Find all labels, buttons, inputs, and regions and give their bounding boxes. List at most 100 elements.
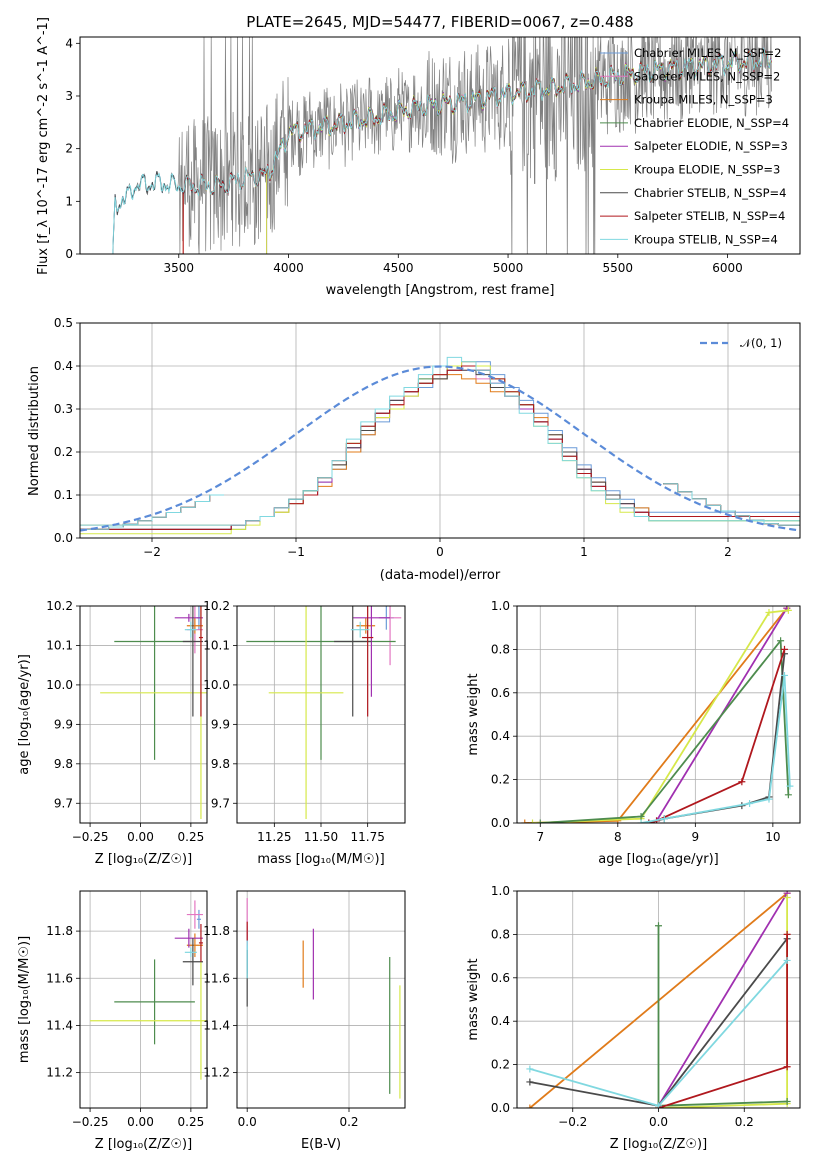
x-tick-label: 11.25	[257, 830, 291, 844]
histogram-tail	[80, 494, 224, 530]
y-axis-label: mass [log₁₀(M/M☉)]	[17, 936, 32, 1063]
y-tick-label: 0.4	[54, 359, 73, 373]
x-tick-label: 4500	[383, 261, 414, 275]
y-tick-label: 0.3	[54, 402, 73, 416]
weight-marker	[521, 819, 529, 823]
weight-marker	[784, 791, 792, 799]
weight-marker	[783, 956, 791, 964]
histogram-tail	[663, 483, 800, 526]
y-tick-label: 9.7	[211, 796, 230, 810]
y-tick-label: 11.6	[46, 971, 73, 985]
axes-frame-4	[516, 605, 801, 824]
weight-marker	[765, 609, 773, 617]
x-axis-label: E(B-V)	[301, 1137, 341, 1152]
weight-marker	[526, 1078, 534, 1086]
weight-line-1	[657, 892, 788, 1107]
weight-marker	[783, 894, 791, 902]
y-tick-label: 0.1	[54, 488, 73, 502]
y-tick-label: 10.1	[203, 638, 230, 652]
x-tick-label: 0.2	[735, 1115, 754, 1129]
y-tick-label: 9.7	[54, 796, 73, 810]
chart-title: PLATE=2645, MJD=54477, FIBERID=0067, z=0…	[246, 13, 633, 31]
legend-label: Kroupa MILES, N_SSP=3	[634, 93, 773, 107]
x-tick-label: 0.25	[178, 830, 205, 844]
x-axis-label: wavelength [Angstrom, rest frame]	[326, 283, 555, 298]
x-tick-label: 2	[724, 545, 732, 559]
y-tick-label: 0.2	[491, 1058, 510, 1072]
weight-line-0	[524, 607, 788, 823]
y-tick-label: 1.0	[491, 599, 510, 613]
x-tick-label: 7	[536, 830, 544, 844]
legend-label: Salpeter MILES, N_SSP=2	[634, 69, 780, 83]
histogram-tail	[663, 483, 800, 526]
weight-line-1	[648, 607, 788, 823]
y-tick-label: 0.2	[491, 773, 510, 787]
y-tick-label: 1.0	[491, 884, 510, 898]
axes-frame-5	[79, 890, 208, 1109]
weight-line-2	[658, 897, 788, 1108]
y-tick-label: 0.4	[491, 1014, 510, 1028]
x-tick-label: 0.0	[238, 1115, 257, 1129]
y-tick-label: 0.6	[491, 686, 510, 700]
weight-marker	[786, 782, 794, 790]
histogram-tail	[663, 483, 800, 526]
plot-area-7	[517, 891, 800, 1108]
plot-area-3	[237, 606, 405, 823]
x-tick-label: 9	[692, 830, 700, 844]
legend-label: Kroupa STELIB, N_SSP=4	[634, 232, 778, 246]
x-axis-label: Z [log₁₀(Z/Z☉)]	[95, 852, 192, 867]
y-tick-label: 0.6	[491, 971, 510, 985]
axes-frame-1	[79, 322, 801, 539]
axes-frame-2	[79, 605, 208, 824]
y-tick-label: 0.8	[491, 927, 510, 941]
y-tick-label: 11.8	[46, 924, 73, 938]
weight-marker	[655, 922, 662, 930]
x-tick-label: 11.75	[350, 830, 384, 844]
plot-area-1	[80, 323, 800, 538]
weight-marker	[536, 819, 544, 823]
x-tick-label: 0.25	[178, 1115, 205, 1129]
y-tick-label: 11.4	[203, 1018, 230, 1032]
weight-marker	[526, 1104, 534, 1108]
weight-line-5	[648, 649, 786, 823]
y-tick-label: 10.2	[46, 599, 73, 613]
y-tick-label: 9.9	[54, 717, 73, 731]
legend-label: Salpeter STELIB, N_SSP=4	[634, 209, 785, 223]
x-tick-label: 5500	[603, 261, 634, 275]
y-tick-label: 0.4	[491, 729, 510, 743]
y-axis-label: mass weight	[466, 958, 481, 1040]
histogram-tail	[663, 483, 800, 526]
plot-area-2	[80, 606, 207, 823]
x-tick-label: 0.0	[649, 1115, 668, 1129]
x-tick-label: 4000	[273, 261, 304, 275]
y-tick-label: 9.8	[54, 757, 73, 771]
plot-area-0	[112, 37, 772, 254]
y-tick-label: 11.2	[203, 1066, 230, 1080]
y-tick-label: 10.0	[46, 678, 73, 692]
weight-marker	[660, 815, 668, 823]
legend-label: Chabrier STELIB, N_SSP=4	[634, 186, 786, 200]
weight-marker	[783, 1063, 791, 1071]
weight-marker	[777, 637, 785, 645]
weight-line-4	[648, 653, 786, 823]
x-tick-label: 5000	[493, 261, 524, 275]
model-line-8	[112, 47, 772, 254]
x-axis-label: mass [log₁₀(M/M☉)]	[257, 852, 384, 867]
y-tick-label: 0.0	[491, 816, 510, 830]
weight-marker	[526, 1065, 534, 1073]
weight-marker	[780, 645, 788, 653]
x-tick-label: −1	[287, 545, 305, 559]
y-tick-label: 9.9	[211, 717, 230, 731]
x-tick-label: 0	[436, 545, 444, 559]
x-axis-label: Z [log₁₀(Z/Z☉)]	[610, 1137, 707, 1152]
weight-marker	[738, 778, 746, 786]
weight-marker	[784, 606, 792, 614]
x-tick-label: 0.2	[339, 1115, 358, 1129]
x-axis-label: age [log₁₀(age/yr)]	[598, 852, 719, 867]
y-tick-label: 10.0	[203, 678, 230, 692]
weight-line-3	[540, 639, 790, 823]
y-tick-label: 4	[65, 36, 73, 50]
x-tick-label: 0.00	[127, 830, 154, 844]
weight-marker	[780, 671, 788, 679]
